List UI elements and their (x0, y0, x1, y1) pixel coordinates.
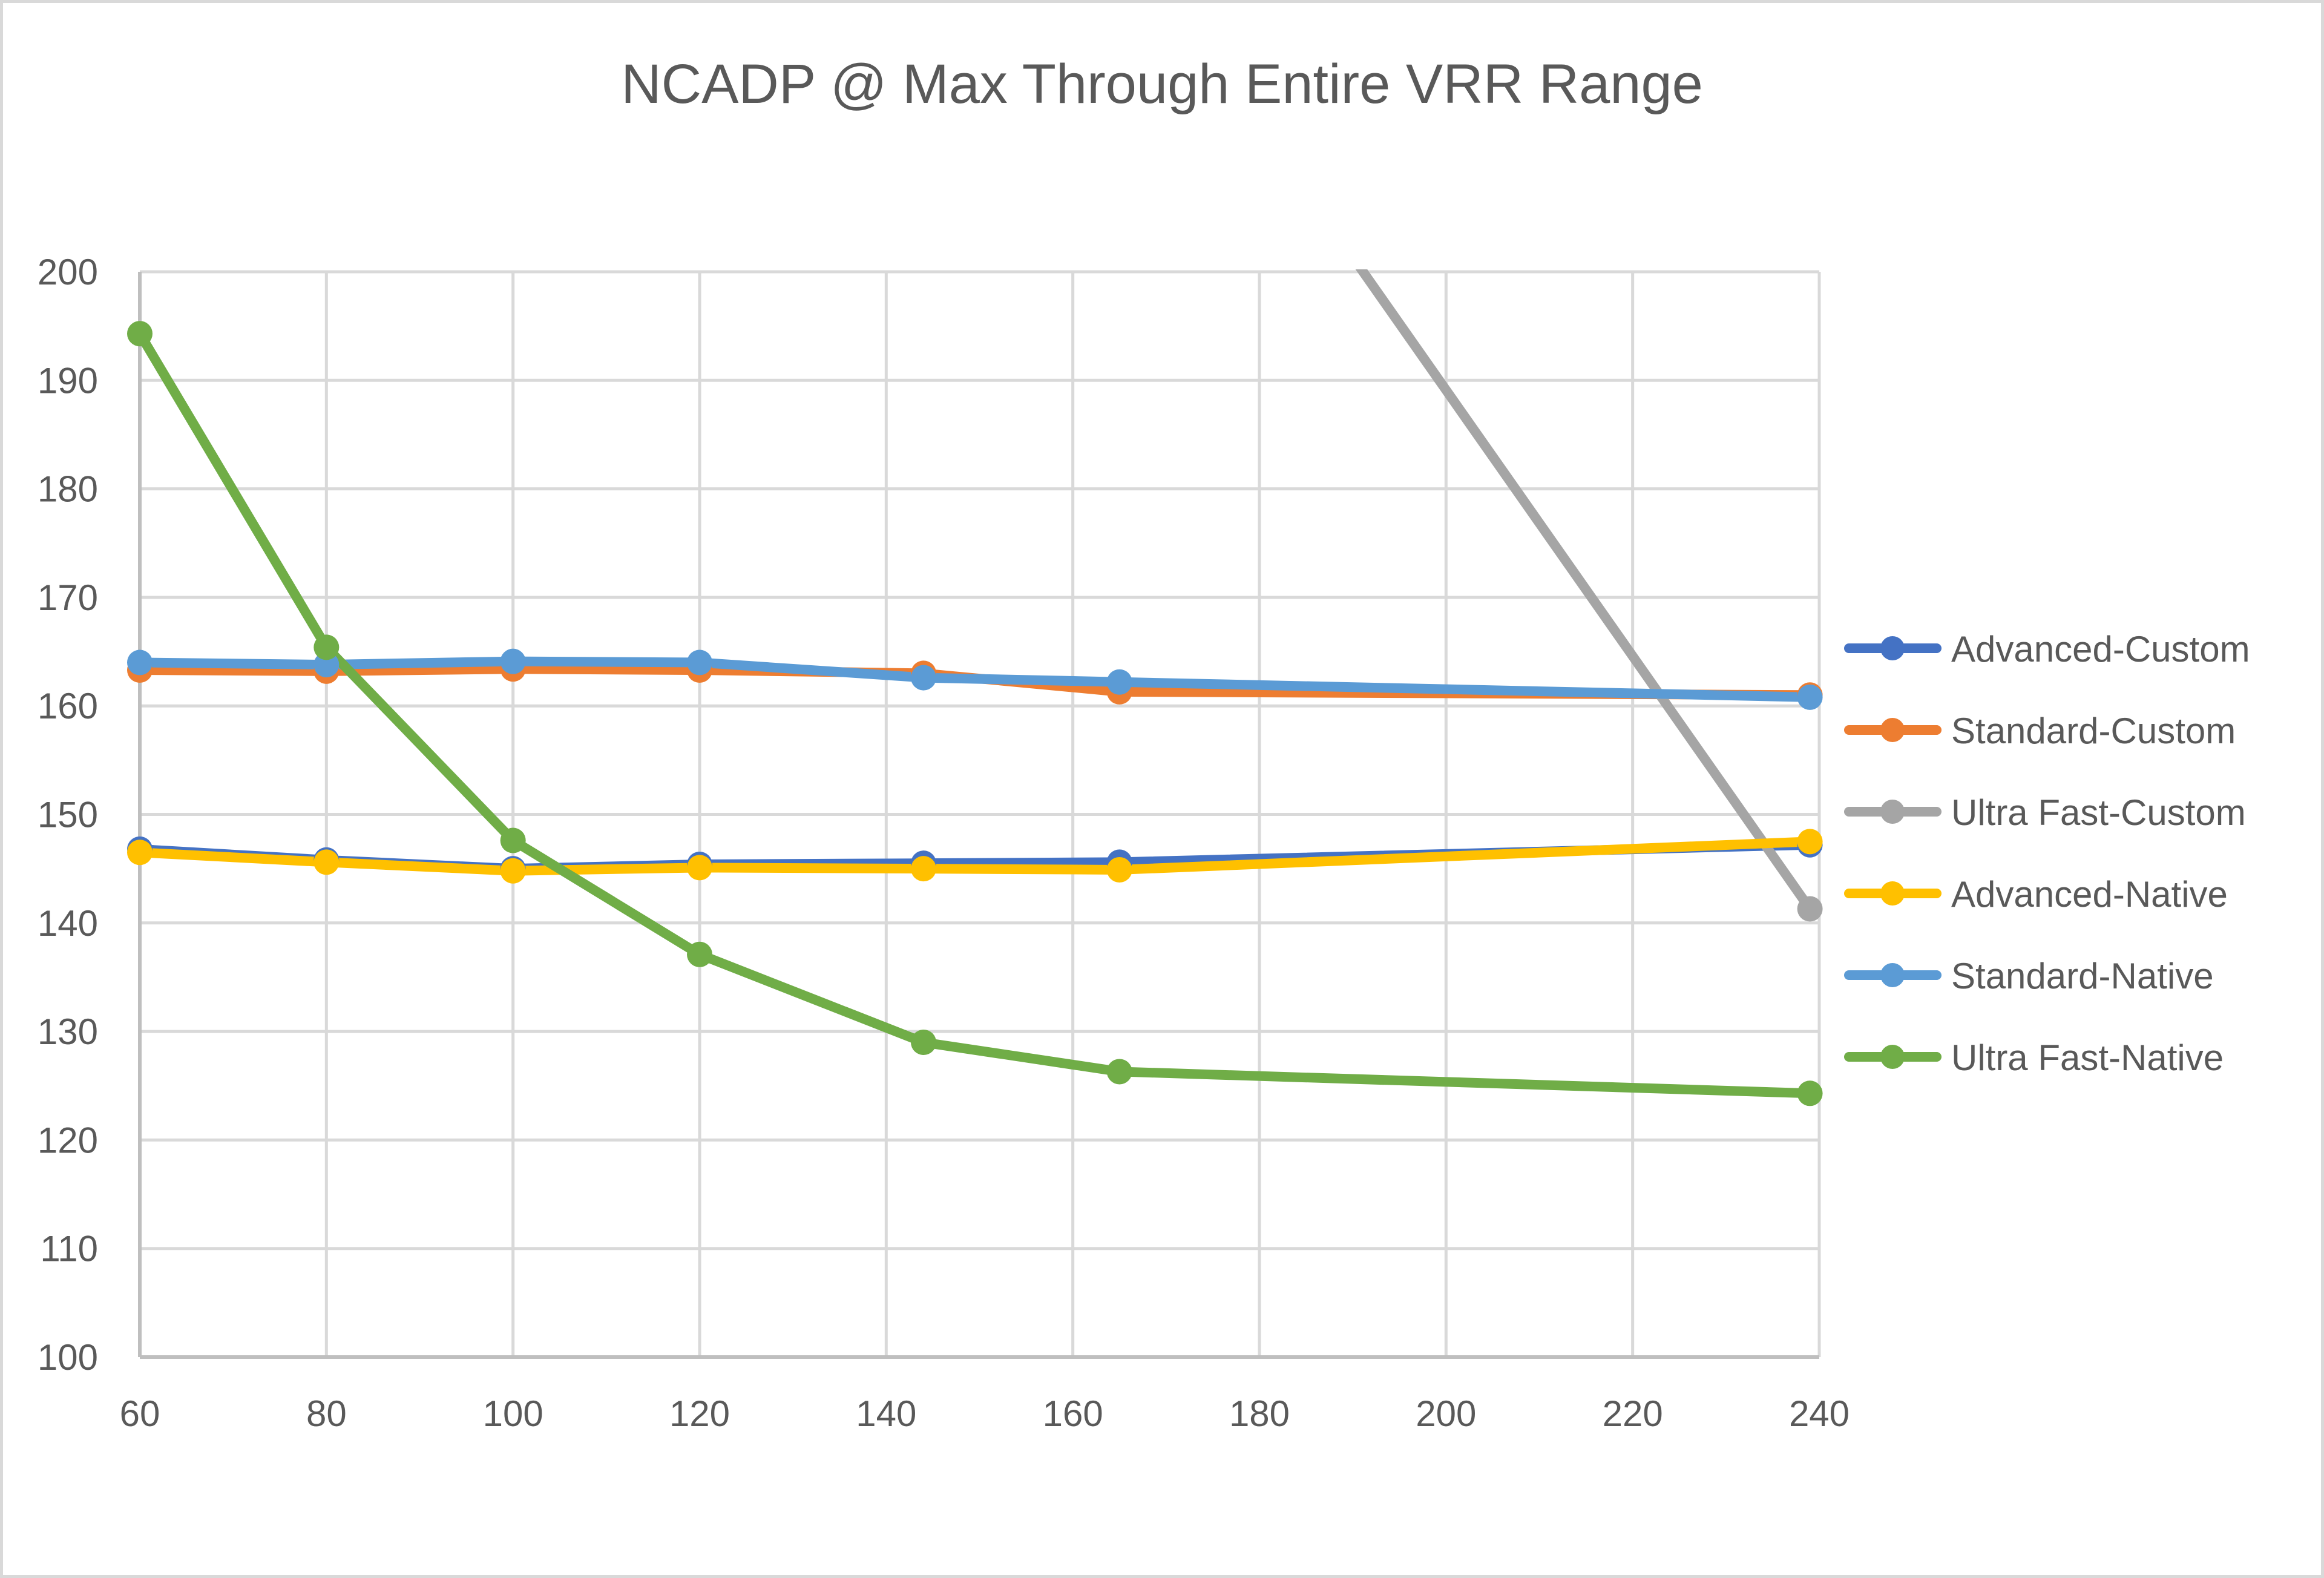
legend-label: Ultra Fast-Native (1951, 1037, 2224, 1078)
series-layer (137, 269, 1815, 1099)
x-tick-label: 140 (856, 1393, 916, 1434)
legend-marker-swatch (1880, 881, 1905, 906)
x-axis-tick-labels: 60 80 100 120 140 160 180 200 220 240 (120, 1393, 1850, 1434)
legend-marker-swatch (1880, 800, 1905, 824)
data-point-ultra-fast-native (313, 634, 340, 660)
legend-item-standard-custom: Standard-Custom (1844, 711, 2236, 751)
y-tick-label: 140 (38, 903, 98, 944)
data-point-standard-native (911, 665, 936, 691)
x-tick-label: 220 (1603, 1393, 1663, 1434)
y-tick-label: 200 (38, 252, 98, 292)
data-point-ultra-fast-native (687, 941, 712, 967)
y-tick-label: 130 (38, 1011, 98, 1052)
series-line-advanced-native (137, 837, 1815, 876)
legend: Advanced-Custom Standard-Custom Ultra Fast… (1844, 629, 2250, 1078)
data-point-advanced-native (127, 840, 153, 866)
legend-item-ultra-fast-custom: Ultra Fast-Custom (1844, 792, 2246, 833)
x-tick-label: 240 (1789, 1393, 1850, 1434)
y-axis-tick-labels: 100 110 120 130 140 150 160 170 180 190 200 (38, 252, 98, 1378)
chart-title: NCADP @ Max Through Entire VRR Range (621, 53, 1703, 115)
x-tick-label: 200 (1416, 1393, 1476, 1434)
x-tick-label: 100 (483, 1393, 543, 1434)
legend-item-standard-native: Standard-Native (1844, 956, 2214, 996)
series-line-ultra-fast-native (137, 329, 1815, 1099)
legend-marker-swatch (1880, 718, 1905, 742)
data-point-standard-native (687, 649, 712, 676)
data-point-ultra-fast-native (911, 1030, 936, 1056)
legend-item-advanced-native: Advanced-Native (1844, 874, 2228, 915)
x-tick-label: 120 (669, 1393, 730, 1434)
data-point-standard-native (127, 649, 153, 676)
data-point-advanced-native (687, 855, 712, 881)
x-tick-label: 180 (1229, 1393, 1290, 1434)
x-tick-label: 80 (306, 1393, 347, 1434)
axes (138, 272, 1819, 1359)
legend-label: Standard-Custom (1951, 711, 2236, 751)
legend-marker-swatch (1880, 1045, 1905, 1069)
data-point-ultra-fast-native (1797, 1080, 1823, 1106)
y-tick-label: 160 (38, 686, 98, 726)
series-line-ultra-fast-custom (1355, 269, 1815, 914)
y-tick-label: 110 (40, 1229, 98, 1269)
data-point-advanced-native (313, 849, 340, 875)
legend-item-advanced-custom: Advanced-Custom (1844, 629, 2250, 669)
data-point-advanced-native (1106, 856, 1132, 883)
data-point-standard-native (1106, 669, 1132, 695)
data-point-standard-native (313, 652, 340, 678)
legend-item-ultra-fast-native: Ultra Fast-Native (1844, 1037, 2224, 1078)
x-tick-label: 60 (120, 1393, 160, 1434)
y-tick-label: 150 (38, 795, 98, 835)
legend-marker-swatch (1880, 963, 1905, 987)
data-point-ultra-fast-native (500, 827, 526, 853)
data-point-advanced-native (500, 858, 526, 884)
legend-label: Standard-Native (1951, 956, 2214, 996)
y-tick-label: 100 (38, 1337, 98, 1378)
y-tick-label: 120 (38, 1120, 98, 1160)
data-point-ultra-fast-custom (1797, 896, 1823, 922)
legend-marker-swatch (1880, 636, 1905, 660)
data-point-ultra-fast-native (1106, 1059, 1132, 1085)
y-tick-label: 180 (38, 469, 98, 510)
legend-label: Advanced-Native (1951, 874, 2228, 915)
data-point-advanced-native (1797, 829, 1823, 855)
legend-label: Advanced-Custom (1951, 629, 2250, 669)
data-point-standard-native (500, 648, 526, 674)
series-line-standard-native (137, 656, 1815, 702)
x-tick-label: 160 (1043, 1393, 1103, 1434)
data-point-advanced-native (911, 856, 936, 882)
data-point-ultra-fast-native (127, 321, 153, 347)
data-point-standard-native (1797, 684, 1823, 710)
y-tick-label: 170 (38, 577, 98, 618)
gridlines (140, 270, 1821, 1357)
y-tick-label: 190 (38, 360, 98, 401)
legend-label: Ultra Fast-Custom (1951, 792, 2246, 833)
marker-layer (127, 321, 1823, 1106)
